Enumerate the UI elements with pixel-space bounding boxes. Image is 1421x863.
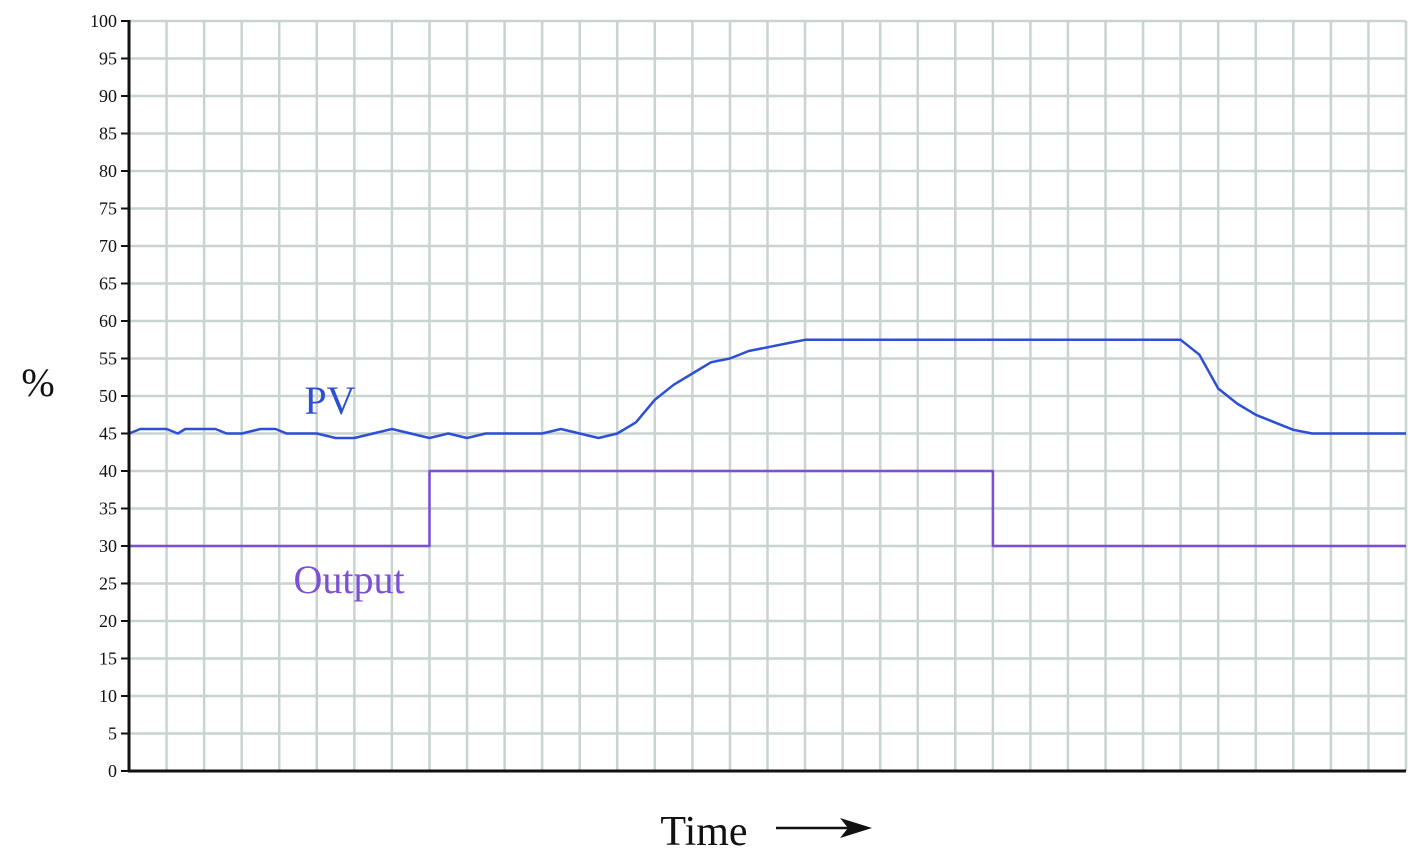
y-tick-label: 60 [99, 311, 117, 331]
y-tick-label: 10 [99, 686, 117, 706]
x-axis-label: Time [660, 809, 747, 855]
y-tick-label: 80 [99, 161, 117, 181]
y-tick-label: 75 [99, 199, 117, 219]
series-group [128, 338, 1406, 548]
y-tick-label: 0 [108, 761, 117, 781]
y-tick-label: 30 [99, 536, 117, 556]
y-tick-label: 25 [99, 574, 117, 594]
y-tick-labels: 0 5 10 15 20 25 30 35 40 45 50 55 60 65 70 75 80 85 90 95 10… [90, 11, 129, 781]
grid [127, 19, 1408, 773]
y-tick-label: 100 [90, 11, 117, 31]
y-tick-label: 15 [99, 649, 117, 669]
y-tick-label: 85 [99, 124, 117, 144]
y-tick-label: 45 [99, 424, 117, 444]
y-tick-label: 40 [99, 461, 117, 481]
y-tick-label: 35 [99, 499, 117, 519]
y-tick-label: 95 [99, 49, 117, 69]
y-axis-label: % [21, 360, 54, 405]
y-tick-label: 20 [99, 611, 117, 631]
series-line-pv [128, 338, 1406, 440]
y-tick-label: 5 [108, 724, 117, 744]
y-tick-label: 70 [99, 236, 117, 256]
y-tick-label: 90 [99, 86, 117, 106]
x-axis-arrow-icon [776, 818, 872, 838]
series-label-output: Output [293, 557, 404, 602]
y-tick-label: 55 [99, 349, 117, 369]
y-tick-label: 50 [99, 386, 117, 406]
y-tick-label: 65 [99, 274, 117, 294]
series-label-pv: PV [304, 378, 355, 423]
series-line-output [129, 469, 1406, 548]
